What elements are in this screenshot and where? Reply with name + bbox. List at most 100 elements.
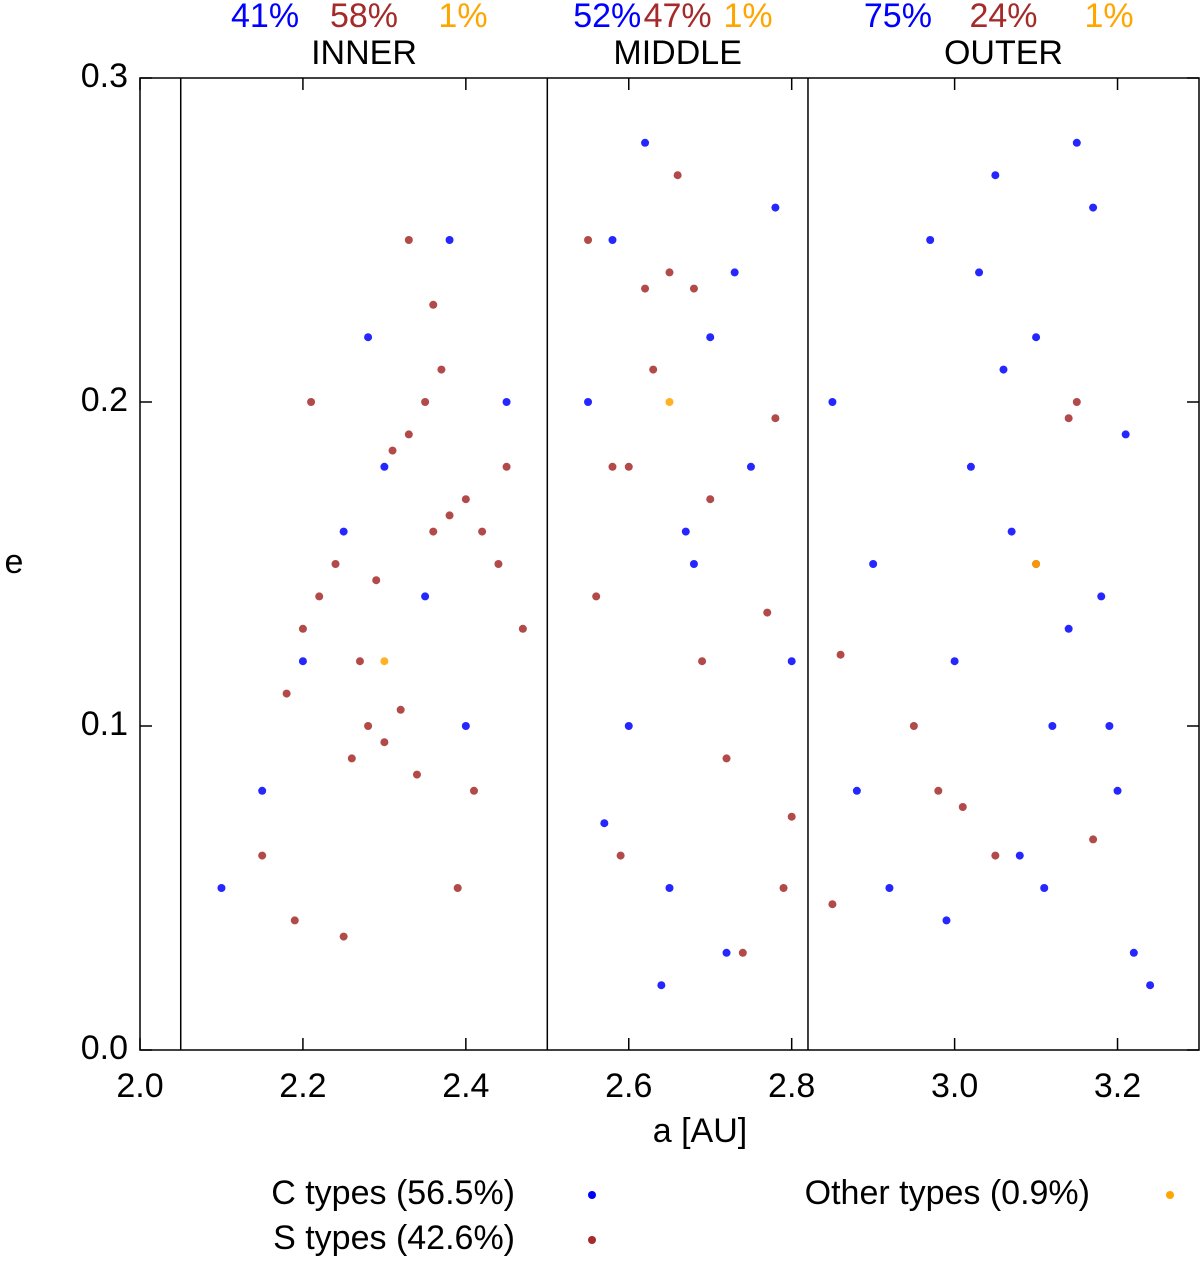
- data-point: [445, 236, 454, 244]
- zone-share: 52%: [573, 0, 641, 35]
- zone-share: 41%: [231, 0, 299, 35]
- data-point: [722, 754, 731, 763]
- plot-frame: [139, 77, 1200, 1051]
- data-point: [746, 462, 755, 471]
- data-point: [1032, 560, 1041, 568]
- legend-label: Other types (0.9%): [805, 1174, 1090, 1212]
- x-tick-label: 2.0: [116, 1067, 163, 1105]
- data-point: [665, 398, 674, 406]
- x-tick-label: 3.2: [1094, 1067, 1141, 1105]
- data-point: [372, 576, 381, 585]
- data-point: [421, 398, 430, 406]
- data-point: [339, 932, 348, 941]
- data-point: [1040, 884, 1049, 892]
- data-point: [779, 884, 788, 892]
- data-point: [1015, 851, 1024, 860]
- x-axis-label: a [AU]: [653, 1112, 747, 1150]
- data-point: [380, 738, 389, 747]
- data-point: [730, 268, 739, 277]
- data-point: [1129, 948, 1138, 957]
- data-point: [445, 511, 454, 520]
- y-tick-label: 0.2: [81, 381, 128, 419]
- data-point: [1072, 138, 1081, 147]
- x-tick-label: 2.8: [768, 1067, 815, 1105]
- data-point: [404, 430, 413, 439]
- data-point: [469, 786, 478, 795]
- data-point: [258, 786, 267, 795]
- x-tick-label: 3.0: [931, 1067, 978, 1105]
- zone-share: 24%: [969, 0, 1037, 35]
- data-point: [1007, 527, 1016, 536]
- data-point: [380, 657, 389, 666]
- data-point: [624, 722, 633, 730]
- data-point: [1064, 624, 1073, 633]
- data-point: [885, 884, 894, 892]
- data-point: [706, 495, 715, 504]
- data-point: [380, 462, 389, 471]
- data-point: [698, 657, 707, 666]
- data-point: [689, 560, 698, 568]
- legend-label: C types (56.5%): [271, 1174, 515, 1212]
- data-point: [429, 300, 438, 309]
- data-point: [502, 462, 511, 471]
- data-point: [763, 608, 772, 617]
- data-point: [592, 592, 601, 601]
- data-point: [364, 333, 373, 342]
- data-point: [1146, 981, 1155, 990]
- data-point: [975, 268, 984, 277]
- zone-share: 1%: [1084, 0, 1133, 35]
- y-tick-label: 0.3: [81, 57, 128, 95]
- zone-label: INNER: [311, 34, 417, 72]
- data-point: [429, 527, 438, 536]
- data-point: [478, 527, 487, 536]
- data-point: [461, 722, 470, 730]
- data-point: [641, 284, 650, 293]
- data-point: [771, 203, 780, 212]
- data-point: [673, 171, 682, 180]
- data-point: [641, 138, 650, 147]
- data-point: [771, 414, 780, 423]
- data-point: [1121, 430, 1130, 439]
- data-point: [412, 770, 421, 779]
- data-point: [258, 851, 267, 860]
- data-point: [909, 722, 918, 730]
- data-point: [991, 171, 1000, 180]
- legend-marker: [588, 1191, 596, 1199]
- data-point: [339, 527, 348, 536]
- data-point: [608, 462, 617, 471]
- data-point: [1072, 398, 1081, 406]
- data-point: [453, 884, 462, 892]
- data-point: [502, 398, 511, 406]
- data-point: [787, 812, 796, 821]
- data-point: [1048, 722, 1057, 730]
- zone-share: 1%: [438, 0, 487, 35]
- data-point: [388, 446, 397, 455]
- data-point: [437, 365, 446, 374]
- data-point: [1105, 722, 1114, 730]
- x-tick-label: 2.4: [442, 1067, 489, 1105]
- data-point: [836, 650, 845, 659]
- data-point: [828, 398, 837, 406]
- data-point: [787, 657, 796, 666]
- data-point: [649, 365, 658, 374]
- data-point: [869, 560, 878, 568]
- data-point: [584, 398, 593, 406]
- data-point: [665, 884, 674, 892]
- zone-share: 58%: [330, 0, 398, 35]
- zone-label: OUTER: [944, 34, 1063, 72]
- data-point: [600, 819, 609, 828]
- data-point: [315, 592, 324, 601]
- data-point: [347, 754, 356, 763]
- data-point: [608, 236, 617, 244]
- legend-marker: [1166, 1191, 1174, 1199]
- data-point: [1089, 835, 1098, 844]
- data-point: [706, 333, 715, 342]
- data-point: [461, 495, 470, 504]
- data-point: [942, 916, 951, 925]
- data-point: [958, 803, 967, 811]
- data-point: [421, 592, 430, 601]
- zone-share: 47%: [644, 0, 712, 35]
- data-point: [1064, 414, 1073, 423]
- data-point: [290, 916, 299, 925]
